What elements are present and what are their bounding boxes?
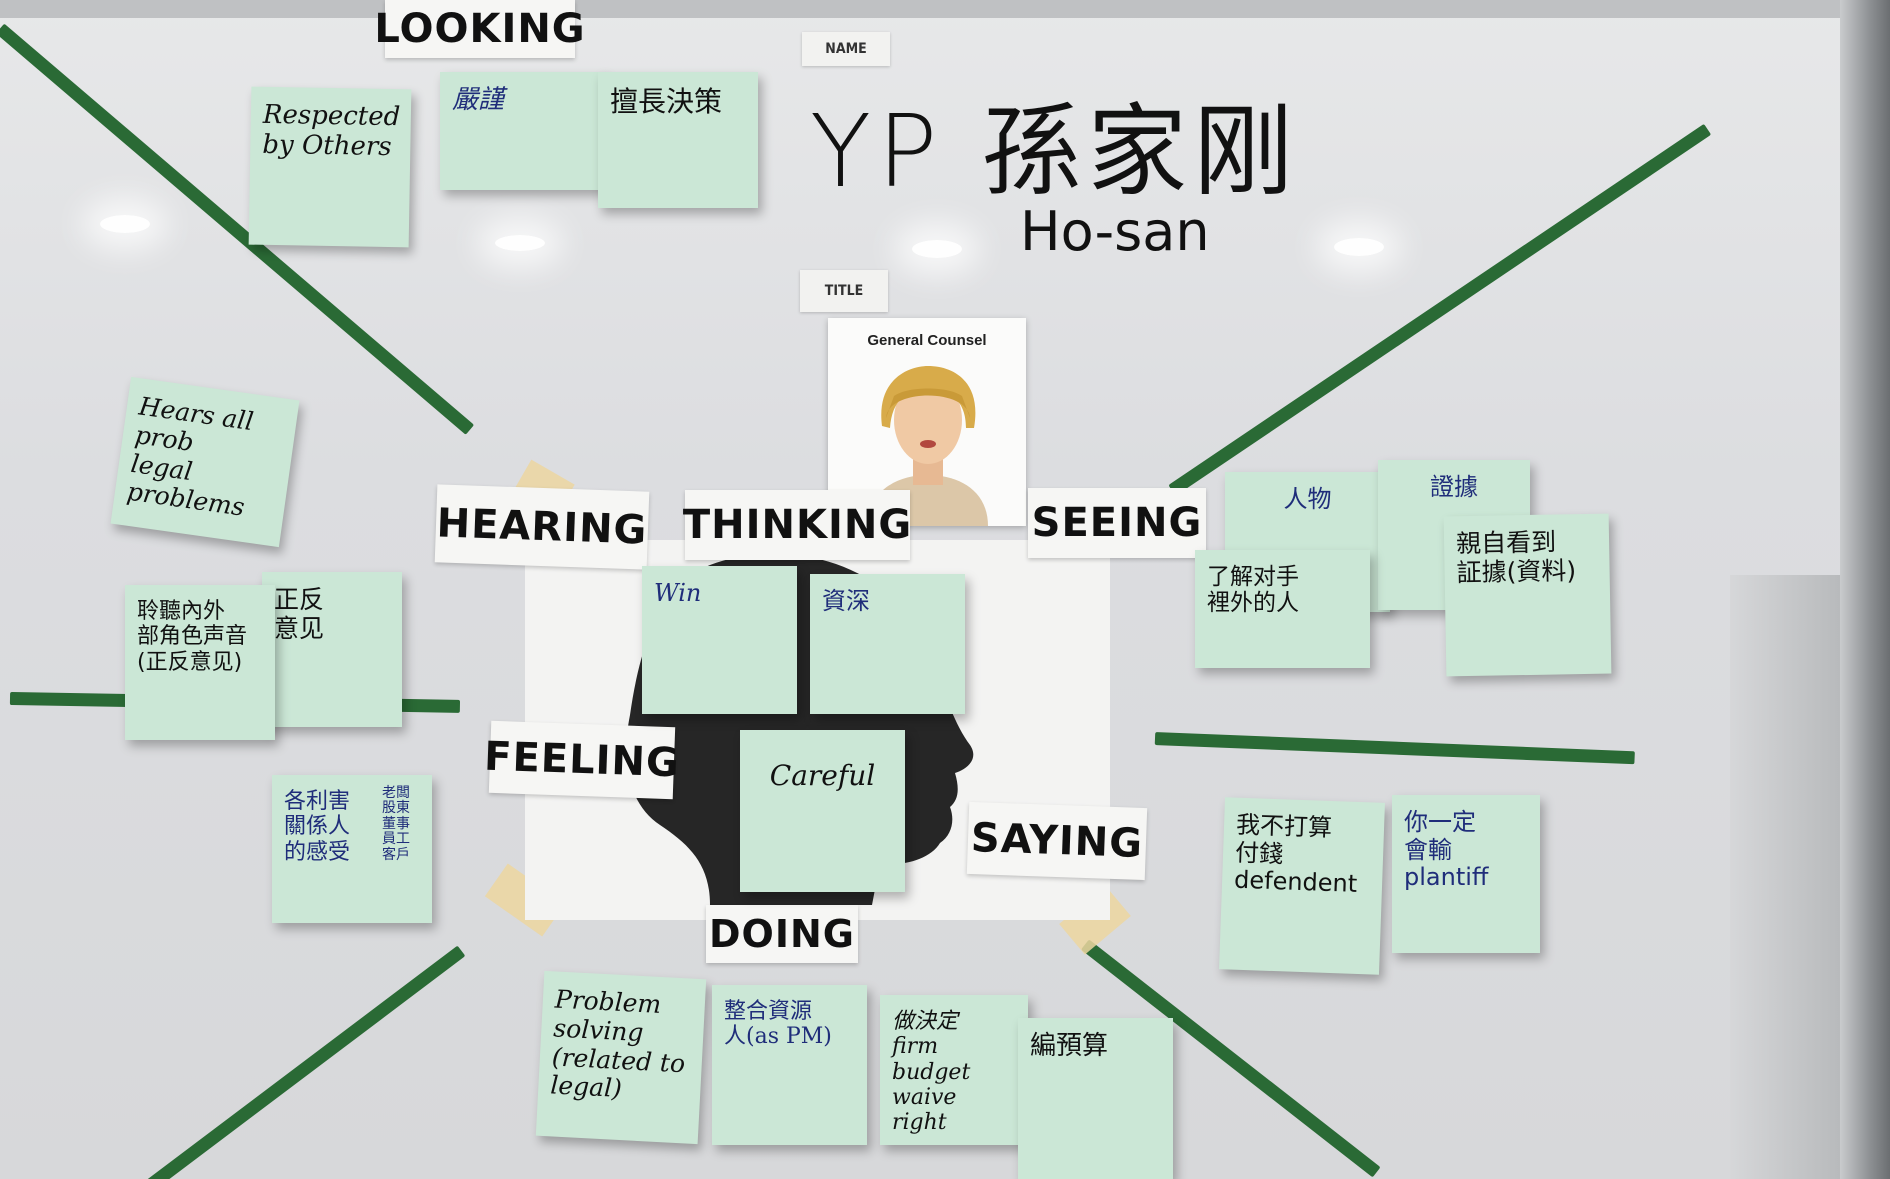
note-doing-budget: 編預算 bbox=[1018, 1018, 1173, 1179]
note-hearing-listen: 聆聽內外 部角色声音 (正反意见) bbox=[125, 585, 275, 740]
label-seeing: SEEING bbox=[1028, 488, 1206, 558]
note-doing-problem-solving: Problem solving (related to legal) bbox=[535, 970, 707, 1145]
note-seeing-opponents: 了解对手 裡外的人 bbox=[1195, 550, 1370, 668]
note-thinking-senior: 資深 bbox=[810, 574, 965, 714]
note-hearing-legal-problems: Hears all prob legal problems bbox=[110, 376, 300, 548]
note-doing-integrate: 整合資源 人(as PM) bbox=[712, 985, 867, 1145]
note-saying-defendant: 我不打算 付錢 defendent bbox=[1219, 797, 1385, 975]
note-looking-decision: 擅長決策 bbox=[598, 72, 758, 208]
persona-nickname: Ho-san bbox=[1020, 200, 1210, 263]
label-saying: SAYING bbox=[966, 801, 1148, 881]
note-saying-plaintiff: 你一定 會輸 plantiff bbox=[1392, 795, 1540, 953]
label-doing: DOING bbox=[706, 905, 858, 963]
light-glare bbox=[100, 215, 150, 233]
persona-title: General Counsel bbox=[867, 332, 987, 349]
light-glare bbox=[912, 240, 962, 258]
note-doing-decide: 做決定 firm budget waive right bbox=[880, 995, 1028, 1145]
label-looking: LOOKING bbox=[374, 0, 585, 58]
name-tag: NAME bbox=[802, 32, 890, 66]
label-feeling: FEELING bbox=[483, 720, 681, 800]
note-looking-respected: Respected by Others bbox=[248, 86, 412, 248]
light-glare bbox=[495, 235, 545, 251]
whiteboard-frame-top bbox=[0, 0, 1890, 18]
whiteboard-frame-right bbox=[1840, 0, 1890, 1179]
title-tag: TITLE bbox=[800, 270, 888, 312]
note-feeling-careful: Careful bbox=[740, 730, 905, 892]
marker-tray bbox=[1730, 575, 1840, 1179]
label-hearing: HEARING bbox=[434, 484, 650, 570]
note-hearing-stakeholders: 各利害 關係人 的感受 bbox=[272, 775, 432, 923]
note-looking-rigorous: 嚴謹 bbox=[440, 72, 605, 190]
note-seeing-firsthand: 親自看到 証據(資料) bbox=[1443, 513, 1612, 677]
light-glare bbox=[1334, 238, 1384, 256]
note-thinking-win: Win bbox=[642, 566, 797, 714]
note-hearing-pros-cons: 正反 意见 bbox=[262, 572, 402, 727]
persona-name: YP 孫家刚 bbox=[810, 93, 1300, 210]
note-hearing-stakeholder-list: 老闆 股東 董事 員工 客戶 bbox=[382, 785, 410, 863]
label-thinking: THINKING bbox=[683, 490, 911, 560]
